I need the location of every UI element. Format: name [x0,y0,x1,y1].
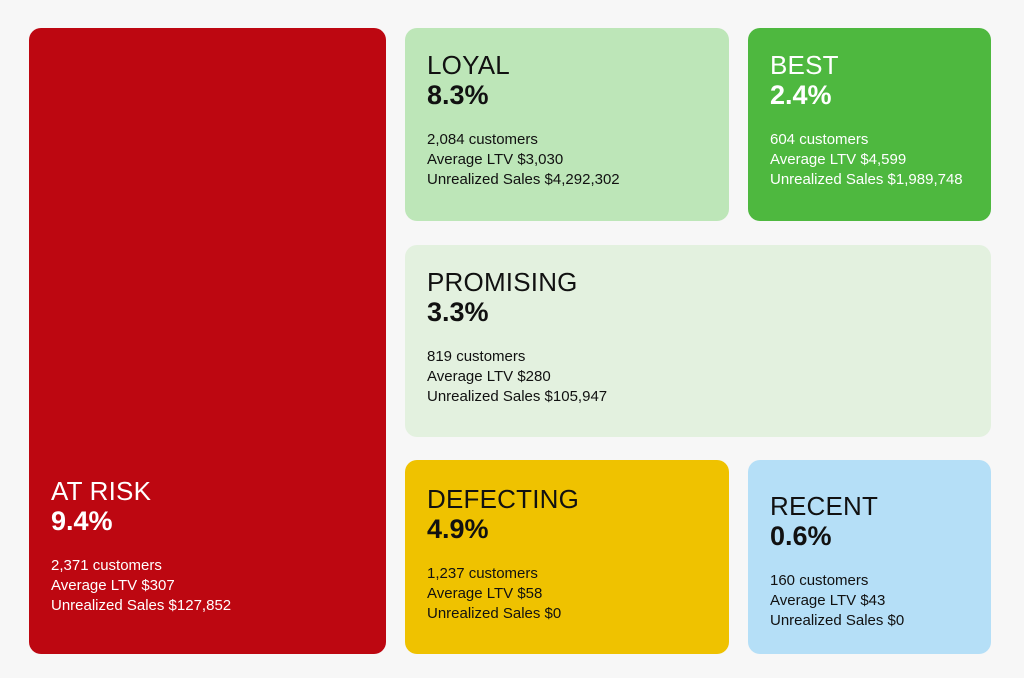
segment-average-ltv: Average LTV $307 [51,577,175,594]
segment-name: AT RISK [51,476,152,506]
segment-average-ltv: Average LTV $58 [427,585,543,602]
segment-average-ltv: Average LTV $4,599 [770,151,907,168]
segment-stats: 1,237 customers Average LTV $58 Unrealiz… [427,564,717,624]
segment-customers: 160 customers [770,572,869,589]
segment-average-ltv: Average LTV $43 [770,592,886,609]
segment-name: DEFECTING [427,484,580,514]
segment-unrealized-sales: Unrealized Sales $127,852 [51,597,232,614]
segment-content: DEFECTING 4.9% 1,237 customers Average L… [427,484,717,624]
segment-percent: 9.4% [51,506,113,536]
segment-content: BEST 2.4% 604 customers Average LTV $4,5… [770,50,979,190]
segment-customers: 1,237 customers [427,565,538,582]
segment-content: PROMISING 3.3% 819 customers Average LTV… [427,267,979,407]
segment-tile-at-risk[interactable]: AT RISK 9.4% 2,371 customers Average LTV… [29,28,386,654]
segment-average-ltv: Average LTV $280 [427,368,551,385]
segment-percent: 3.3% [427,297,489,327]
segment-content: LOYAL 8.3% 2,084 customers Average LTV $… [427,50,717,190]
segment-unrealized-sales: Unrealized Sales $0 [427,605,562,622]
segment-customers: 819 customers [427,348,526,365]
segment-name: LOYAL [427,50,510,80]
segment-customers: 604 customers [770,131,869,148]
segment-unrealized-sales: Unrealized Sales $105,947 [427,388,608,405]
segment-stats: 160 customers Average LTV $43 Unrealized… [770,571,979,631]
segment-unrealized-sales: Unrealized Sales $0 [770,612,905,629]
segment-percent: 4.9% [427,514,489,544]
segment-unrealized-sales: Unrealized Sales $1,989,748 [770,171,963,188]
segment-customers: 2,371 customers [51,557,162,574]
segment-stats: 2,371 customers Average LTV $307 Unreali… [51,556,374,616]
segment-name: BEST [770,50,839,80]
segment-tile-recent[interactable]: RECENT 0.6% 160 customers Average LTV $4… [748,460,991,654]
segment-tile-defecting[interactable]: DEFECTING 4.9% 1,237 customers Average L… [405,460,729,654]
segment-content: RECENT 0.6% 160 customers Average LTV $4… [770,491,979,631]
segment-content: AT RISK 9.4% 2,371 customers Average LTV… [51,476,374,616]
segment-name: RECENT [770,491,879,521]
segment-tile-promising[interactable]: PROMISING 3.3% 819 customers Average LTV… [405,245,991,437]
segment-tile-loyal[interactable]: LOYAL 8.3% 2,084 customers Average LTV $… [405,28,729,221]
segment-stats: 2,084 customers Average LTV $3,030 Unrea… [427,130,717,190]
segment-stats: 819 customers Average LTV $280 Unrealize… [427,347,979,407]
segment-unrealized-sales: Unrealized Sales $4,292,302 [427,171,620,188]
segment-percent: 0.6% [770,521,832,551]
segment-customers: 2,084 customers [427,131,538,148]
segment-average-ltv: Average LTV $3,030 [427,151,564,168]
segment-percent: 8.3% [427,80,489,110]
segment-name: PROMISING [427,267,578,297]
segment-stats: 604 customers Average LTV $4,599 Unreali… [770,130,979,190]
segment-percent: 2.4% [770,80,832,110]
segment-tile-best[interactable]: BEST 2.4% 604 customers Average LTV $4,5… [748,28,991,221]
